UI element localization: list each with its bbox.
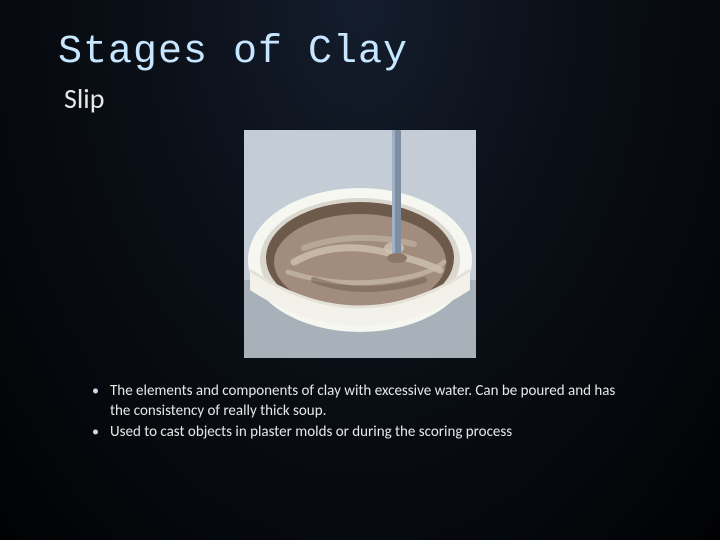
presentation-slide: Stages of Clay Slip <box>0 0 720 540</box>
bullet-item: The elements and components of clay with… <box>92 382 618 421</box>
image-container <box>58 130 662 358</box>
slip-bucket-image <box>244 130 476 358</box>
slide-subtitle: Slip <box>64 81 662 116</box>
bullet-list: The elements and components of clay with… <box>58 382 618 443</box>
slide-title: Stages of Clay <box>58 30 662 75</box>
bullet-item: Used to cast objects in plaster molds or… <box>92 423 618 443</box>
